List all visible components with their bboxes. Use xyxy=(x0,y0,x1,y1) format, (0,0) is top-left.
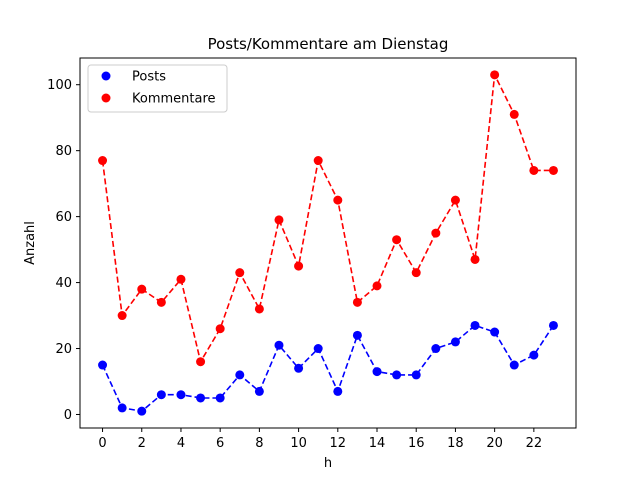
data-point-posts xyxy=(431,344,441,354)
data-point-posts xyxy=(215,393,225,403)
data-point-posts xyxy=(509,360,519,370)
data-point-posts xyxy=(333,386,343,396)
data-point-posts xyxy=(98,360,108,370)
x-tick-label: 8 xyxy=(255,436,263,451)
data-point-kommentare xyxy=(450,195,460,205)
x-tick-label: 4 xyxy=(177,436,185,451)
y-tick-label: 40 xyxy=(55,276,72,291)
data-point-posts xyxy=(529,350,539,360)
data-point-posts xyxy=(254,386,264,396)
x-tick-label: 18 xyxy=(447,436,464,451)
data-point-kommentare xyxy=(313,156,323,166)
data-point-kommentare xyxy=(372,281,382,291)
data-point-posts xyxy=(450,337,460,347)
legend-entry: Posts xyxy=(132,70,166,85)
data-point-kommentare xyxy=(215,324,225,334)
data-point-posts xyxy=(313,344,323,354)
data-point-kommentare xyxy=(137,284,147,294)
plot-frame xyxy=(79,57,577,429)
data-point-kommentare xyxy=(509,109,519,119)
series-line-kommentare xyxy=(101,71,554,364)
data-point-posts xyxy=(235,370,245,380)
data-point-kommentare xyxy=(431,228,441,238)
data-point-kommentare xyxy=(333,195,343,205)
data-point-posts xyxy=(156,390,166,400)
data-point-kommentare xyxy=(352,297,362,307)
x-axis-label: h xyxy=(324,456,332,471)
legend-marker xyxy=(101,71,111,81)
data-point-kommentare xyxy=(235,268,245,278)
legend-box xyxy=(87,64,228,113)
data-point-kommentare xyxy=(294,261,304,271)
x-tick-label: 0 xyxy=(98,436,106,451)
x-tick-label: 22 xyxy=(526,436,543,451)
data-point-posts xyxy=(176,390,186,400)
data-point-kommentare xyxy=(490,70,500,80)
x-tick-label: 20 xyxy=(486,436,503,451)
data-point-posts xyxy=(196,393,206,403)
data-point-posts xyxy=(137,406,147,416)
y-tick-label: 20 xyxy=(55,342,72,357)
x-tick-label: 2 xyxy=(138,436,146,451)
data-point-posts xyxy=(470,320,480,330)
data-point-kommentare xyxy=(470,254,480,264)
chart-title: Posts/Kommentare am Dienstag xyxy=(208,35,449,53)
data-point-posts xyxy=(548,320,558,330)
data-point-kommentare xyxy=(529,165,539,175)
x-tick-label: 10 xyxy=(290,436,307,451)
y-tick-label: 80 xyxy=(55,144,72,159)
series-line-posts xyxy=(101,324,555,413)
data-point-posts xyxy=(411,370,421,380)
data-point-posts xyxy=(352,330,362,340)
data-point-kommentare xyxy=(548,165,558,175)
data-point-posts xyxy=(294,363,304,373)
x-tick-label: 16 xyxy=(408,436,425,451)
y-axis-label: Anzahl xyxy=(23,221,38,265)
data-point-kommentare xyxy=(274,215,284,225)
data-point-kommentare xyxy=(176,274,186,284)
data-point-kommentare xyxy=(117,311,127,321)
y-tick-label: 100 xyxy=(47,78,72,93)
data-point-kommentare xyxy=(98,156,108,166)
data-point-kommentare xyxy=(392,235,402,245)
legend-marker xyxy=(101,93,111,103)
data-point-posts xyxy=(490,327,500,337)
data-point-kommentare xyxy=(156,297,166,307)
legend: Posts Kommentare xyxy=(87,64,228,113)
y-tick-label: 0 xyxy=(64,408,72,423)
y-tick-label: 60 xyxy=(55,210,72,225)
data-point-posts xyxy=(117,403,127,413)
data-point-posts xyxy=(392,370,402,380)
data-point-kommentare xyxy=(254,304,264,314)
x-tick-label: 6 xyxy=(216,436,224,451)
data-point-kommentare xyxy=(196,357,206,367)
data-point-posts xyxy=(274,340,284,350)
legend-entry: Kommentare xyxy=(132,92,216,107)
data-point-kommentare xyxy=(411,268,421,278)
data-point-posts xyxy=(372,367,382,377)
x-tick-label: 12 xyxy=(330,436,347,451)
x-tick-label: 14 xyxy=(369,436,386,451)
